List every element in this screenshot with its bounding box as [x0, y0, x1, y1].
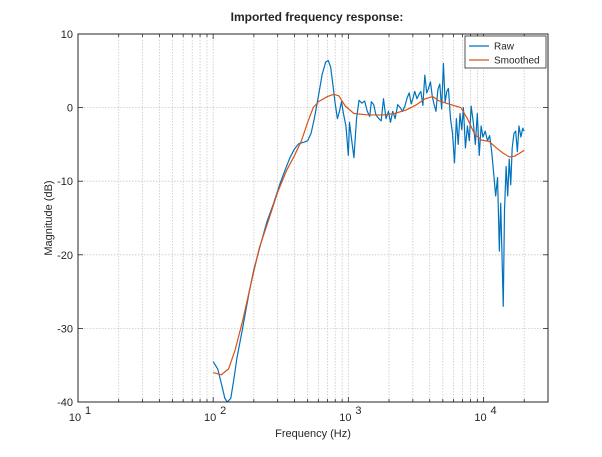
x-tick-label: 10 — [474, 412, 486, 424]
chart-title: Imported frequency response: — [231, 10, 404, 24]
legend-label-raw: Raw — [494, 42, 515, 53]
y-tick-label: -40 — [57, 397, 73, 409]
plot-area — [78, 34, 548, 402]
legend-label-smoothed: Smoothed — [494, 56, 540, 67]
axis-ticks: 10 1 10 2 10 3 10 4 10 0 -10 -20 -30 -40 — [57, 29, 549, 424]
x-tick-label-exponent: 3 — [355, 405, 361, 417]
x-axis-label: Frequency (Hz) — [275, 428, 351, 440]
x-tick-label-exponent: 1 — [85, 405, 91, 417]
grid — [78, 34, 548, 402]
x-tick-label: 10 — [339, 412, 351, 424]
x-tick-label-exponent: 2 — [220, 405, 226, 417]
legend: Raw Smoothed — [464, 35, 547, 69]
series-line-raw — [212, 59, 525, 402]
plot-frame — [77, 33, 549, 403]
y-tick-label: -30 — [57, 323, 73, 335]
x-tick-label-exponent: 4 — [491, 405, 497, 417]
y-tick-label: 0 — [67, 103, 73, 115]
series-line-smoothed — [213, 93, 525, 376]
x-tick-label: 10 — [69, 412, 81, 424]
legend-box — [464, 35, 547, 69]
series-layer — [212, 59, 525, 402]
y-tick-label: -20 — [57, 250, 73, 262]
x-tick-label: 10 — [204, 412, 216, 424]
y-axis-label: Magnitude (dB) — [43, 180, 55, 255]
y-tick-label: -10 — [57, 176, 73, 188]
y-tick-label: 10 — [61, 29, 73, 41]
